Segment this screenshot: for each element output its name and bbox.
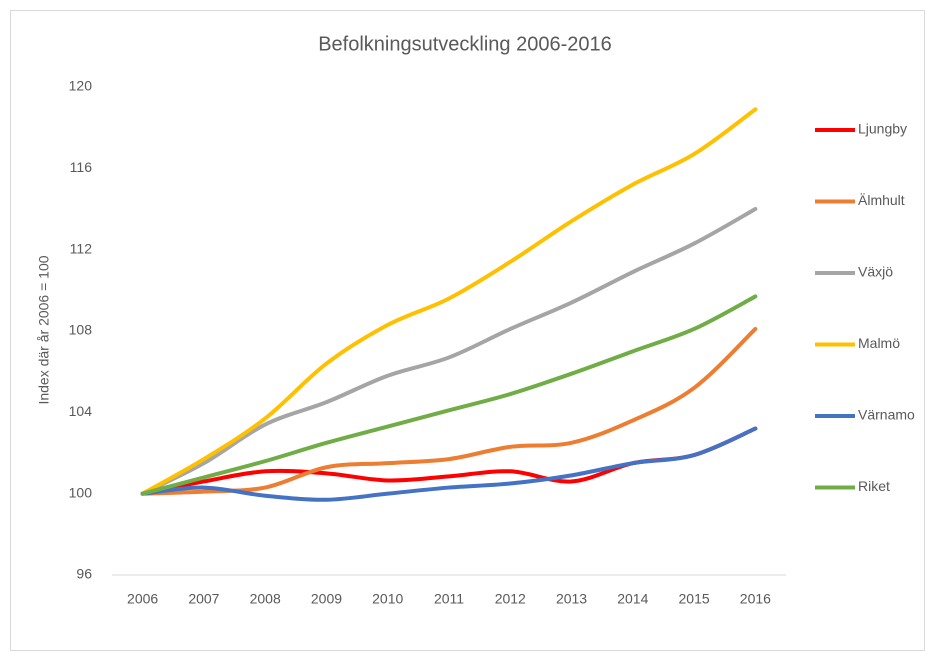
chart-border bbox=[10, 10, 925, 651]
x-tick-label: 2013 bbox=[556, 591, 587, 607]
y-tick-label: 108 bbox=[69, 322, 93, 338]
y-tick-label: 116 bbox=[70, 159, 93, 175]
x-tick-label: 2014 bbox=[617, 591, 648, 607]
legend-label: Älmhult bbox=[858, 192, 905, 208]
x-tick-label: 2012 bbox=[495, 591, 526, 607]
legend-label: Växjö bbox=[858, 264, 893, 280]
line bbox=[140, 207, 758, 496]
chart-title: Befolkningsutveckling 2006-2016 bbox=[318, 33, 612, 55]
legend-label: Malmö bbox=[858, 335, 900, 351]
line bbox=[140, 326, 758, 496]
x-tick-label: 2015 bbox=[679, 591, 710, 607]
legend-label: Ljungby bbox=[858, 121, 907, 137]
y-tick-label: 100 bbox=[69, 484, 93, 500]
x-tick-label: 2016 bbox=[740, 591, 771, 607]
legend-label: Riket bbox=[858, 478, 890, 494]
x-tick-label: 2009 bbox=[311, 591, 342, 607]
x-tick-label: 2006 bbox=[127, 591, 158, 607]
y-tick-label: 120 bbox=[69, 78, 93, 94]
x-tick-label: 2007 bbox=[188, 591, 219, 607]
y-axis-label: Index där år 2006 = 100 bbox=[36, 255, 52, 404]
legend-label: Värnamo bbox=[858, 407, 915, 423]
x-tick-label: 2010 bbox=[372, 591, 403, 607]
x-tick-label: 2008 bbox=[250, 591, 281, 607]
line bbox=[140, 107, 758, 496]
y-tick-label: 96 bbox=[76, 566, 92, 582]
line bbox=[140, 294, 758, 496]
y-tick-label: 104 bbox=[69, 403, 93, 419]
x-tick-label: 2011 bbox=[434, 591, 464, 607]
y-tick-label: 112 bbox=[70, 240, 93, 256]
line bbox=[140, 426, 758, 502]
